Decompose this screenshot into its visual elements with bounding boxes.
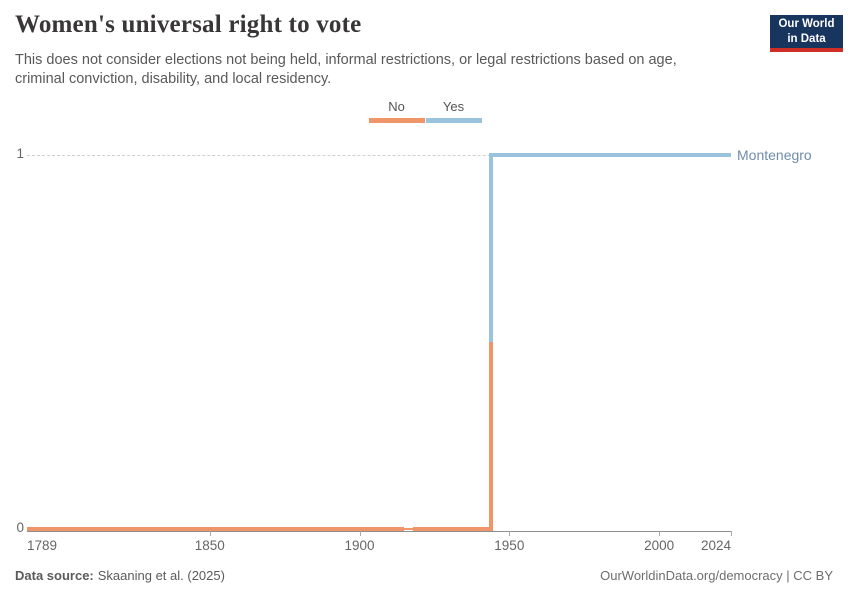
y-tick-label-0: 0	[16, 520, 24, 535]
owid-logo[interactable]: Our World in Data	[770, 15, 843, 52]
x-axis-line	[27, 531, 731, 532]
series-line-yes-step[interactable]	[489, 153, 494, 342]
legend-label-yes: Yes	[442, 99, 465, 114]
x-tick-label-2000: 2000	[644, 538, 675, 553]
series-line-no-thin[interactable]	[404, 528, 414, 530]
x-tick-label-1850: 1850	[194, 538, 225, 553]
legend-label-no: No	[388, 99, 405, 114]
series-line-no[interactable]	[413, 527, 494, 531]
legend-swatch-no	[368, 118, 425, 123]
legend-swatch-yes	[425, 118, 482, 123]
x-axis-tick-1950	[509, 531, 511, 536]
y-tick-label-1: 1	[16, 146, 24, 161]
data-source-value: Skaaning et al. (2025)	[97, 568, 225, 583]
x-axis-tick-2000	[659, 531, 661, 536]
gridline-y1	[27, 154, 731, 156]
x-tick-label-2024: 2024	[700, 538, 731, 553]
data-source-label: Data source:	[15, 568, 94, 583]
legend-item-no[interactable]: No	[368, 99, 425, 123]
legend-item-yes[interactable]: Yes	[425, 99, 482, 123]
series-line-yes[interactable]	[489, 153, 731, 157]
x-axis-tick-1900	[359, 531, 361, 536]
series-line-no-step[interactable]	[489, 342, 494, 531]
legend: No Yes	[0, 99, 850, 123]
x-tick-label-1789: 1789	[27, 538, 58, 553]
x-tick-label-1900: 1900	[344, 538, 375, 553]
series-line-no[interactable]	[27, 527, 405, 531]
owid-logo-line1: Our World	[778, 18, 835, 31]
x-axis-tick-1850	[209, 531, 211, 536]
owid-logo-line2: in Data	[787, 32, 826, 45]
chart-subtitle: This does not consider elections not bei…	[15, 52, 677, 87]
data-source: Data source: Skaaning et al. (2025)	[15, 568, 225, 583]
x-axis-tick-2024	[731, 531, 732, 536]
x-tick-label-1950: 1950	[494, 538, 525, 553]
attribution-link[interactable]: OurWorldinData.org/democracy | CC BY	[600, 568, 833, 583]
page-title: Women's universal right to vote	[15, 11, 362, 38]
entity-label-montenegro[interactable]: Montenegro	[737, 147, 812, 163]
